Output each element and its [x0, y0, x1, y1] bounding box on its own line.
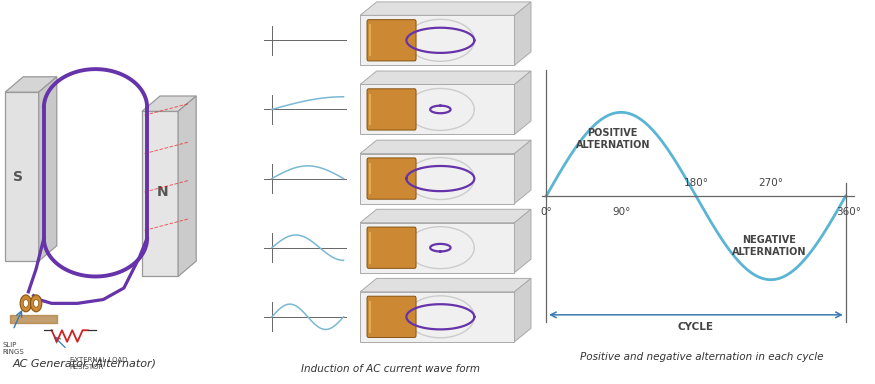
Text: 360°: 360°: [836, 207, 862, 217]
FancyBboxPatch shape: [367, 20, 416, 61]
FancyBboxPatch shape: [367, 89, 416, 130]
Text: N: N: [157, 185, 168, 199]
Text: NEGATIVE
ALTERNATION: NEGATIVE ALTERNATION: [732, 235, 807, 257]
Text: AC Generator (Alternator): AC Generator (Alternator): [13, 359, 157, 369]
Polygon shape: [360, 2, 531, 15]
Text: 270°: 270°: [759, 178, 783, 188]
Circle shape: [24, 300, 28, 307]
Polygon shape: [360, 84, 514, 134]
Circle shape: [33, 300, 38, 307]
Polygon shape: [360, 154, 514, 204]
Text: S: S: [13, 170, 23, 184]
FancyBboxPatch shape: [367, 296, 416, 338]
Polygon shape: [360, 278, 531, 292]
Polygon shape: [142, 96, 196, 111]
Polygon shape: [360, 71, 531, 84]
Polygon shape: [514, 2, 531, 65]
Text: SLIP
RINGS: SLIP RINGS: [3, 342, 24, 355]
Text: 90°: 90°: [612, 207, 630, 217]
Circle shape: [31, 295, 42, 312]
Polygon shape: [5, 92, 38, 261]
Polygon shape: [360, 209, 531, 223]
Text: POSITIVE
ALTERNATION: POSITIVE ALTERNATION: [576, 128, 650, 150]
Circle shape: [20, 295, 32, 312]
Polygon shape: [360, 15, 514, 65]
Polygon shape: [360, 140, 531, 154]
Polygon shape: [38, 77, 57, 261]
Text: 180°: 180°: [683, 178, 709, 188]
Text: EXTERNAL LOAD
RESISTOR: EXTERNAL LOAD RESISTOR: [70, 357, 127, 370]
Text: Induction of AC current wave form: Induction of AC current wave form: [301, 364, 480, 374]
Text: CYCLE: CYCLE: [678, 321, 714, 331]
Polygon shape: [514, 209, 531, 273]
Polygon shape: [360, 223, 514, 273]
Polygon shape: [5, 77, 57, 92]
Polygon shape: [514, 140, 531, 204]
Polygon shape: [142, 111, 178, 276]
Polygon shape: [514, 278, 531, 342]
Polygon shape: [514, 71, 531, 134]
Polygon shape: [178, 96, 196, 276]
Polygon shape: [360, 292, 514, 342]
Text: 0°: 0°: [541, 207, 552, 217]
FancyBboxPatch shape: [367, 158, 416, 199]
FancyBboxPatch shape: [367, 227, 416, 268]
Text: Positive and negative alternation in each cycle: Positive and negative alternation in eac…: [580, 351, 824, 362]
